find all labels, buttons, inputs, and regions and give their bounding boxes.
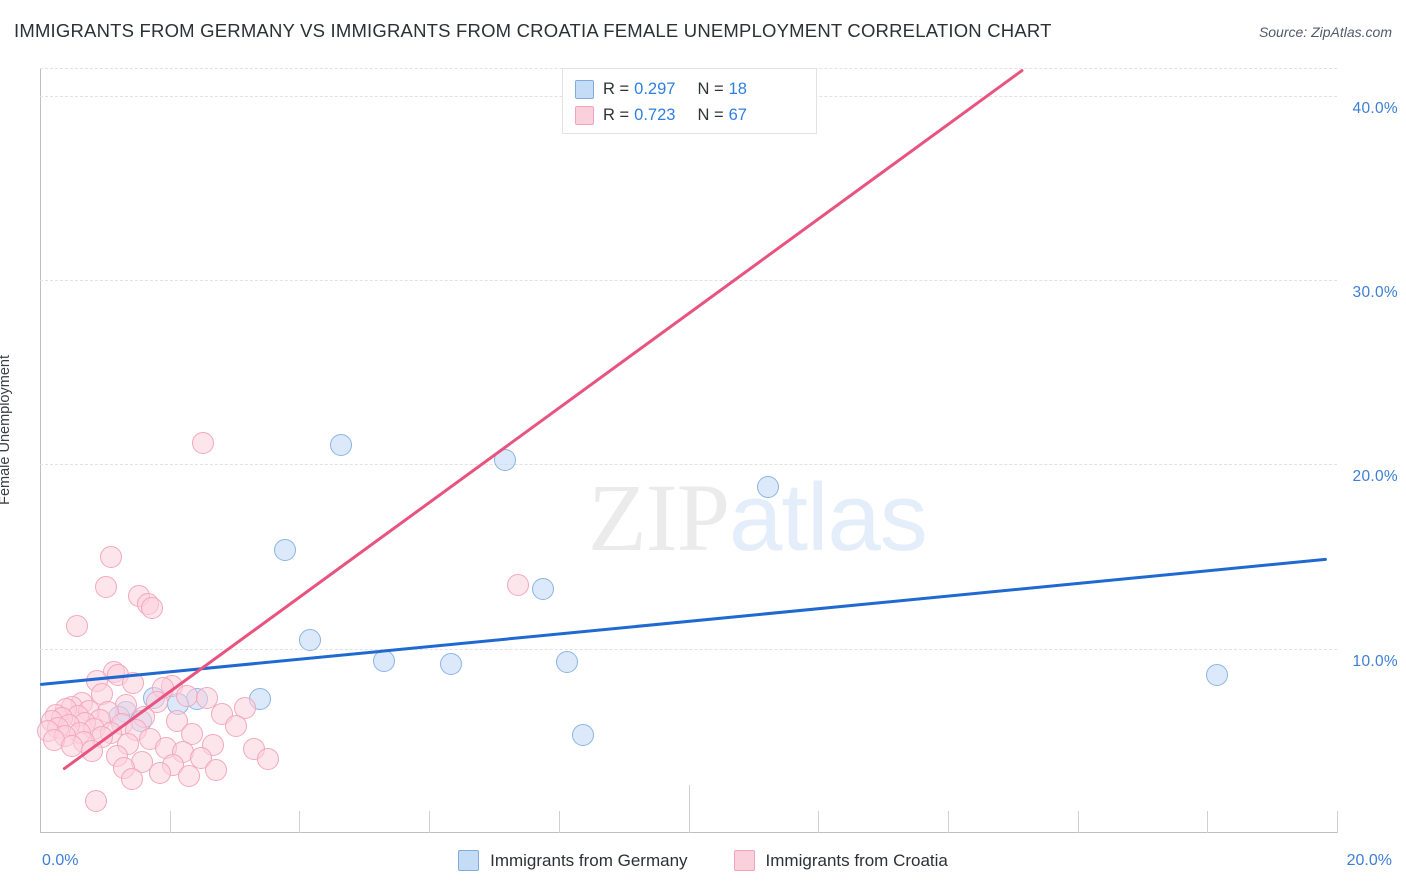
data-point[interactable]	[274, 539, 297, 562]
gridline	[40, 464, 1337, 466]
n-label-germany: N =	[697, 79, 724, 98]
y-axis-line	[40, 68, 41, 833]
data-point[interactable]	[140, 597, 163, 620]
data-point[interactable]	[195, 686, 218, 709]
data-point[interactable]	[257, 748, 280, 771]
data-point[interactable]	[181, 723, 204, 746]
source-label: Source: ZipAtlas.com	[1258, 24, 1392, 40]
x-axis-tick	[1207, 811, 1209, 833]
r-label-croatia: R =	[603, 105, 630, 124]
series-swatch-croatia-icon	[733, 850, 755, 871]
x-axis-tick	[429, 811, 431, 833]
data-point[interactable]	[531, 577, 554, 600]
correlation-row-germany: R = 0.297 N = 18	[575, 76, 816, 102]
series-swatch-germany-icon	[458, 850, 480, 871]
data-point[interactable]	[205, 759, 228, 782]
y-axis-title: Female Unemployment	[0, 355, 13, 505]
data-point[interactable]	[121, 767, 144, 790]
data-point[interactable]	[84, 789, 107, 812]
page-title: IMMIGRANTS FROM GERMANY VS IMMIGRANTS FR…	[14, 20, 1052, 41]
gridline	[40, 279, 1337, 281]
data-point[interactable]	[556, 651, 579, 674]
x-axis-tick	[947, 811, 949, 833]
x-axis-tick	[818, 811, 820, 833]
data-point[interactable]	[757, 476, 780, 499]
x-axis-tick	[299, 811, 301, 833]
y-axis-tick-label: 10.0%	[1352, 652, 1398, 670]
x-axis-tick	[688, 785, 690, 833]
r-value-croatia: 0.723	[634, 105, 676, 124]
n-value-germany: 18	[728, 79, 747, 98]
legend-swatch-croatia-icon	[575, 105, 594, 125]
data-point[interactable]	[176, 684, 199, 707]
x-axis-tick	[1337, 811, 1338, 833]
series-legend-item-germany[interactable]: Immigrants from Germany	[458, 850, 688, 871]
r-label-germany: R =	[603, 79, 630, 98]
data-point[interactable]	[233, 696, 256, 719]
data-point[interactable]	[65, 614, 88, 637]
y-axis-tick-label: 20.0%	[1352, 468, 1398, 486]
data-point[interactable]	[1206, 664, 1229, 687]
data-point[interactable]	[192, 432, 215, 455]
plot-area: ZIPatlas	[36, 68, 1337, 833]
data-point[interactable]	[299, 629, 322, 652]
correlation-row-croatia: R = 0.723 N = 67	[575, 102, 816, 128]
trend-line-croatia	[61, 68, 1024, 770]
correlation-legend: R = 0.297 N = 18 R = 0.723 N = 67	[562, 68, 817, 134]
n-label-croatia: N =	[697, 105, 724, 124]
x-axis-tick	[169, 811, 171, 833]
data-point[interactable]	[493, 448, 516, 471]
r-value-germany: 0.297	[634, 79, 676, 98]
data-point[interactable]	[148, 762, 171, 785]
data-point[interactable]	[178, 764, 201, 787]
y-axis-tick-label: 40.0%	[1352, 99, 1398, 117]
legend-swatch-germany-icon	[575, 79, 594, 99]
n-value-croatia: 67	[728, 105, 747, 124]
series-label-germany: Immigrants from Germany	[490, 850, 688, 870]
series-legend-item-croatia[interactable]: Immigrants from Croatia	[733, 850, 948, 871]
x-axis-tick	[558, 811, 560, 833]
data-point[interactable]	[572, 724, 595, 747]
y-axis-tick-label: 30.0%	[1352, 283, 1398, 301]
series-label-croatia: Immigrants from Croatia	[765, 850, 948, 870]
data-point[interactable]	[95, 575, 118, 598]
data-point[interactable]	[224, 715, 247, 738]
x-axis-max-label: 20.0%	[1346, 852, 1392, 869]
series-legend: Immigrants from Germany Immigrants from …	[0, 850, 1406, 871]
data-point[interactable]	[439, 653, 462, 676]
x-axis-min-label: 0.0%	[42, 852, 79, 869]
data-point[interactable]	[329, 433, 352, 456]
trend-line-germany	[39, 557, 1328, 686]
gridline	[40, 648, 1337, 650]
data-point[interactable]	[99, 546, 122, 569]
x-axis-tick	[1077, 811, 1079, 833]
data-point[interactable]	[506, 574, 529, 597]
watermark-zip: ZIP	[588, 464, 730, 571]
